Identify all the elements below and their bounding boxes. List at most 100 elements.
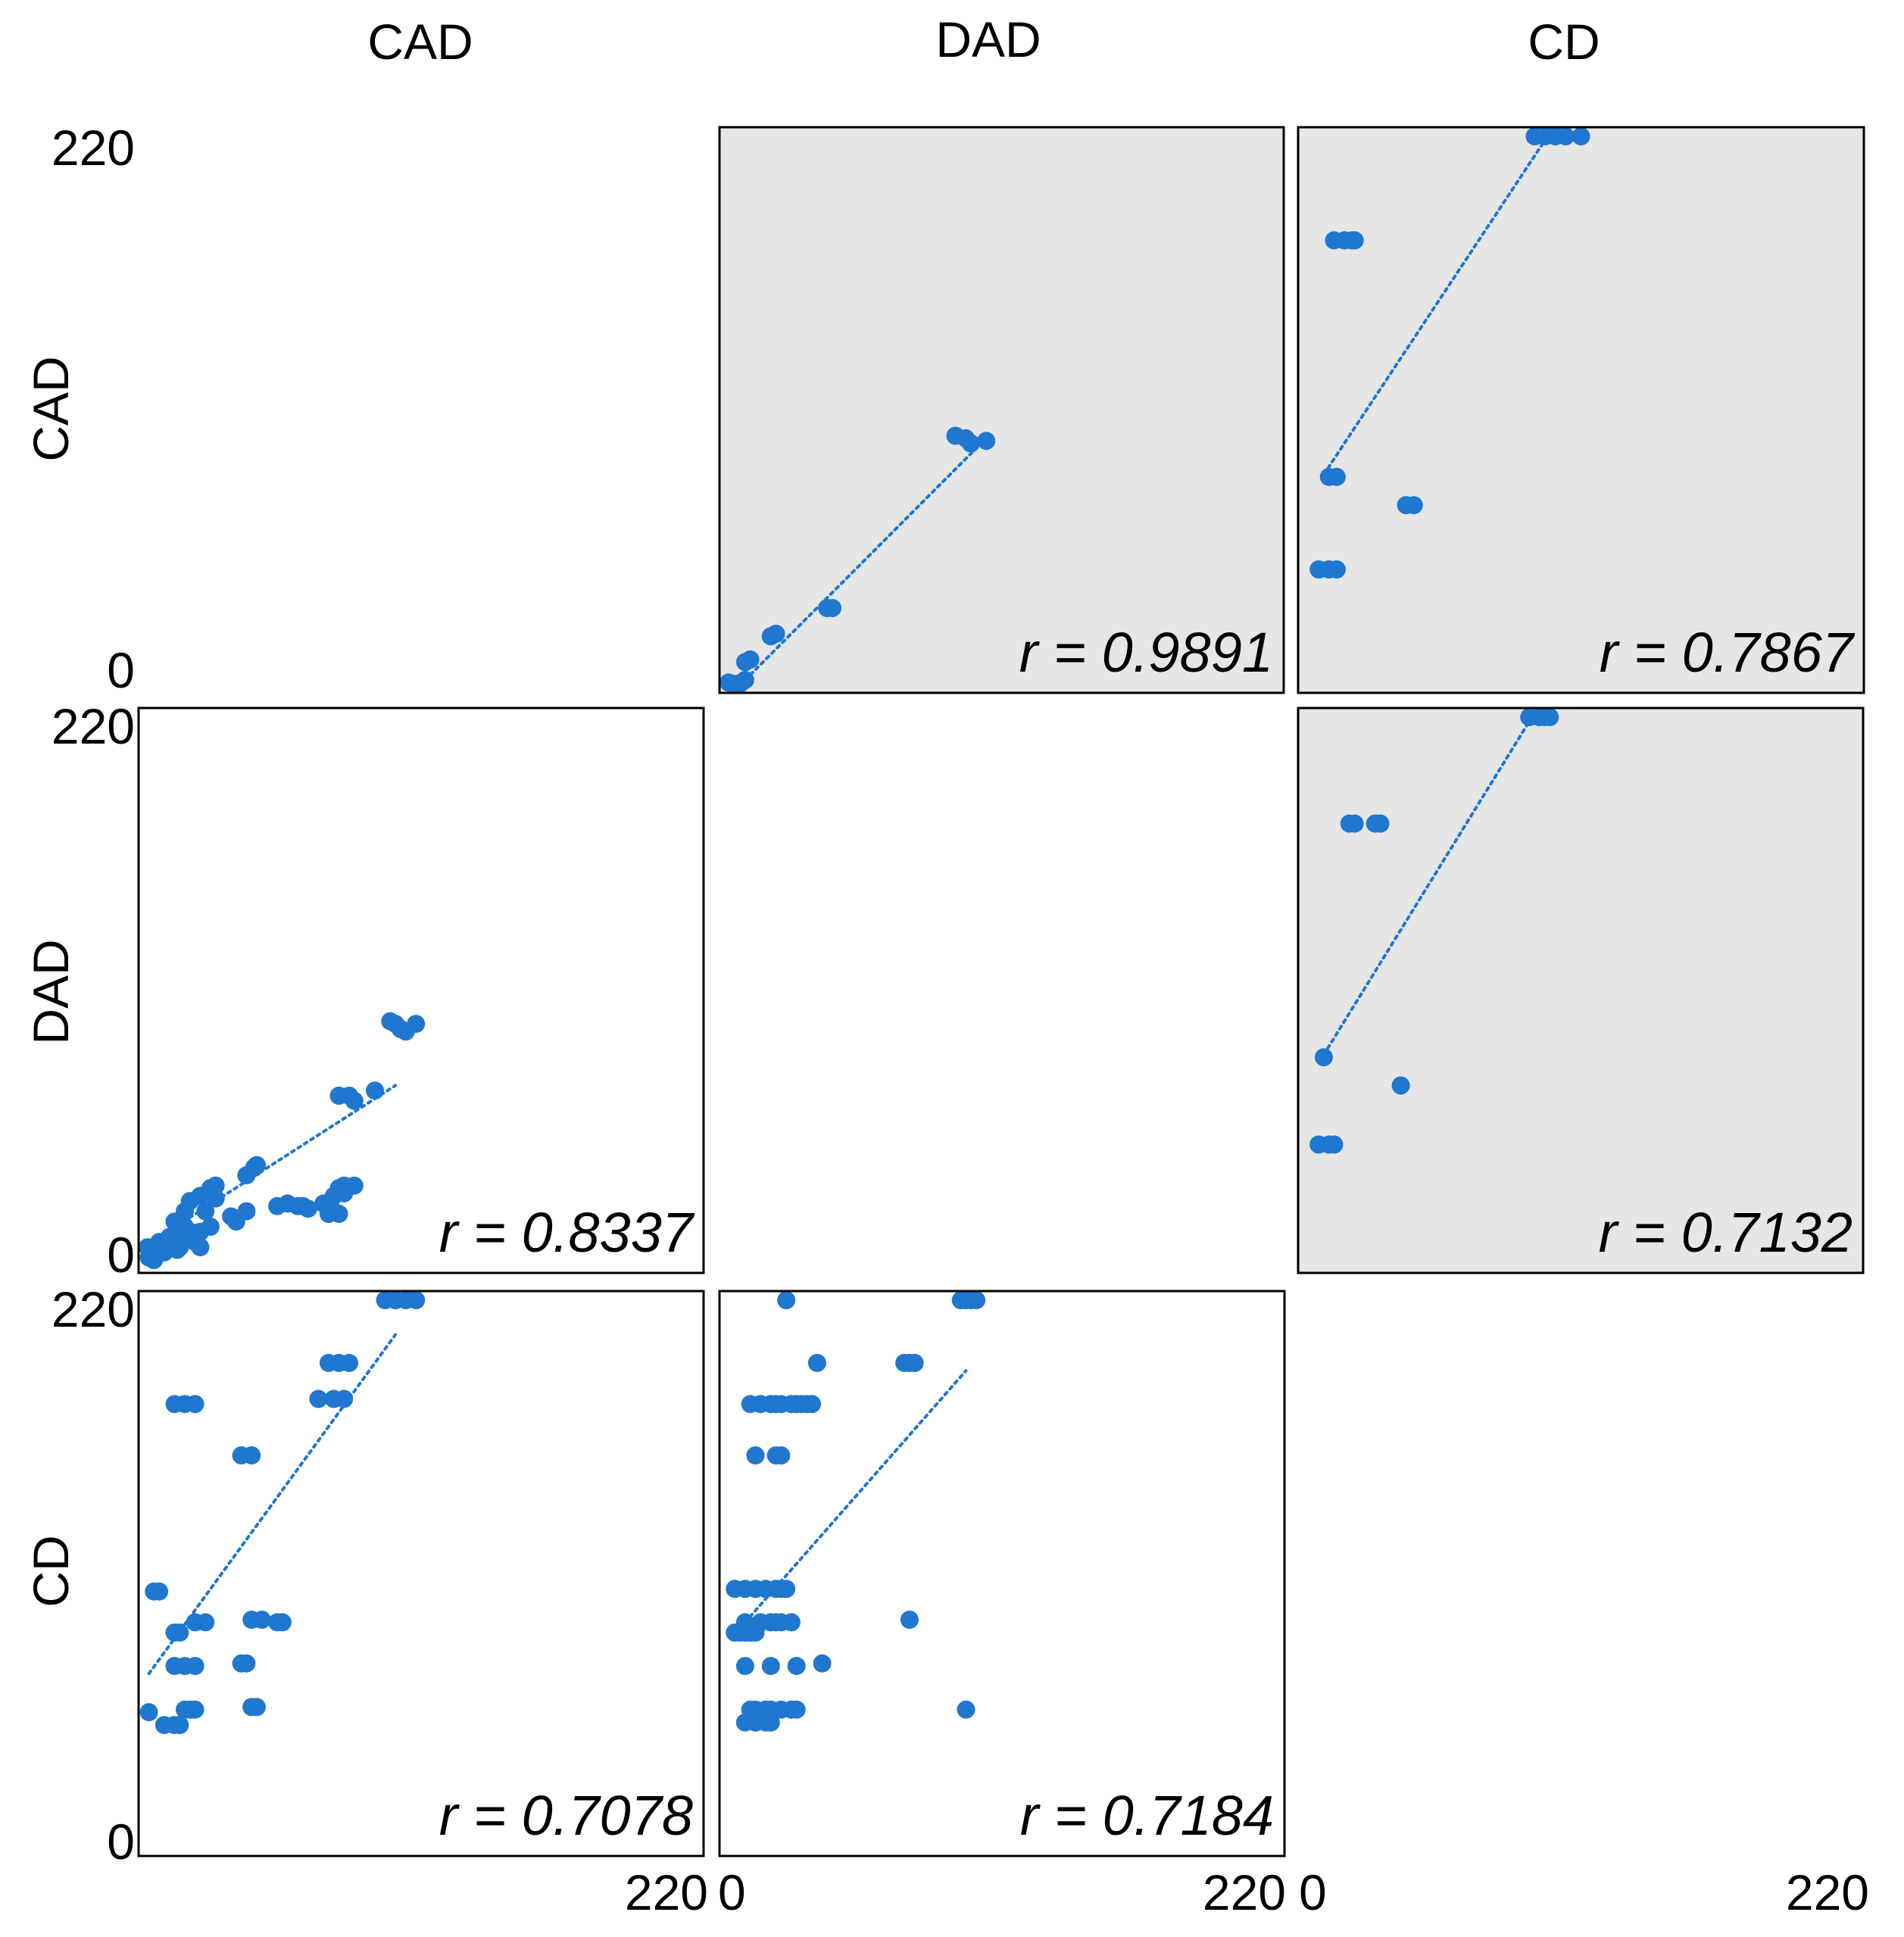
data-point <box>1327 560 1346 579</box>
trend-line <box>147 1333 398 1676</box>
data-point <box>252 1611 271 1629</box>
data-point <box>186 1395 204 1414</box>
data-point <box>340 1353 359 1372</box>
data-point <box>961 434 980 453</box>
data-point <box>766 624 785 643</box>
data-point <box>335 1390 354 1408</box>
data-point <box>237 1654 256 1673</box>
data-point <box>298 1199 317 1218</box>
x-tick-col3-min: 0 <box>1299 1864 1327 1920</box>
x-tick-col2-max: 220 <box>1203 1864 1286 1920</box>
panel-frame <box>718 126 1285 694</box>
data-point <box>813 1654 832 1673</box>
data-point <box>1572 127 1590 145</box>
data-point <box>196 1613 215 1632</box>
data-point <box>248 1156 266 1174</box>
panel-background <box>719 127 1284 693</box>
y-tick-row3-max: 220 <box>52 1281 135 1337</box>
data-point <box>735 1657 754 1676</box>
data-point <box>407 1291 426 1309</box>
data-point <box>1325 1135 1344 1154</box>
panel-frame <box>718 1290 1286 1857</box>
y-tick-row3-min: 0 <box>107 1814 135 1870</box>
data-point <box>1535 708 1554 726</box>
data-point <box>1556 127 1575 145</box>
x-tick-col1-max: 220 <box>625 1864 708 1920</box>
data-point <box>196 1202 215 1221</box>
data-point <box>1391 1076 1410 1095</box>
correlation-label: r = 0.7184 <box>1020 1784 1274 1847</box>
row-header-cad: CAD <box>23 356 79 461</box>
panel-background <box>139 1291 704 1856</box>
data-point <box>782 1613 801 1632</box>
data-point <box>967 1291 986 1309</box>
data-point <box>777 1291 796 1309</box>
panel-frame <box>137 1290 705 1857</box>
data-point <box>957 1700 975 1719</box>
data-point <box>900 1611 919 1629</box>
data-point <box>777 1580 796 1599</box>
row-header-cd: CD <box>23 1535 79 1607</box>
data-point <box>1345 814 1364 833</box>
y-tick-row1-max: 220 <box>52 120 135 176</box>
data-point <box>761 1657 780 1676</box>
column-header-dad: DAD <box>935 11 1041 67</box>
data-point <box>807 1353 826 1372</box>
data-point <box>746 1446 765 1464</box>
panel-dad-vs-cad: r = 0.9891 <box>718 126 1285 694</box>
data-point <box>1314 1048 1333 1067</box>
x-tick-col2-min: 0 <box>718 1864 746 1920</box>
data-point <box>150 1582 169 1601</box>
correlation-label: r = 0.8337 <box>439 1201 695 1264</box>
data-point <box>237 1202 256 1221</box>
data-point <box>787 1700 806 1719</box>
data-point <box>1343 231 1362 250</box>
trend-line <box>1322 711 1536 1056</box>
correlation-label: r = 0.9891 <box>1019 621 1273 684</box>
data-point <box>329 1205 348 1223</box>
panel-background <box>1298 708 1863 1273</box>
data-point <box>1404 496 1423 515</box>
data-point <box>803 1395 822 1414</box>
data-point <box>206 1176 225 1195</box>
correlation-label: r = 0.7132 <box>1599 1201 1852 1264</box>
panel-cad-vs-cd: r = 0.7078 <box>137 1290 705 1857</box>
y-tick-row2-min: 0 <box>107 1227 135 1283</box>
data-point <box>345 1176 364 1195</box>
data-point <box>761 1713 780 1732</box>
row-header-dad: DAD <box>23 939 79 1044</box>
data-point <box>1371 814 1390 833</box>
panel-cad-vs-dad: r = 0.8337 <box>137 706 705 1274</box>
y-tick-row2-max: 220 <box>52 698 135 754</box>
data-point <box>905 1353 924 1372</box>
data-point <box>735 653 754 672</box>
y-tick-row1-min: 0 <box>107 642 135 698</box>
panel-dad-vs-cd: r = 0.7184 <box>718 1290 1286 1857</box>
trend-line <box>1322 130 1552 476</box>
data-point <box>407 1015 426 1034</box>
data-point <box>787 1657 806 1676</box>
data-point <box>170 1716 189 1735</box>
data-point <box>273 1613 292 1632</box>
data-point <box>977 432 996 451</box>
data-point <box>746 1624 765 1642</box>
panel-frame <box>137 706 705 1274</box>
panel-background <box>1298 127 1864 693</box>
correlation-label: r = 0.7078 <box>439 1784 693 1847</box>
panel-frame <box>1297 126 1865 694</box>
trend-line <box>743 1369 968 1624</box>
panel-background <box>719 1291 1284 1856</box>
x-tick-col3-max: 220 <box>1786 1864 1869 1920</box>
data-point <box>186 1700 204 1719</box>
trend-line <box>150 1084 398 1244</box>
data-point <box>309 1390 328 1408</box>
trend-line <box>743 447 978 682</box>
data-point <box>167 1240 186 1259</box>
data-point <box>345 1091 364 1110</box>
data-point <box>823 599 841 617</box>
panel-background <box>139 708 704 1273</box>
data-point <box>248 1698 266 1717</box>
data-point <box>772 1446 791 1464</box>
column-header-cd: CD <box>1528 14 1600 70</box>
